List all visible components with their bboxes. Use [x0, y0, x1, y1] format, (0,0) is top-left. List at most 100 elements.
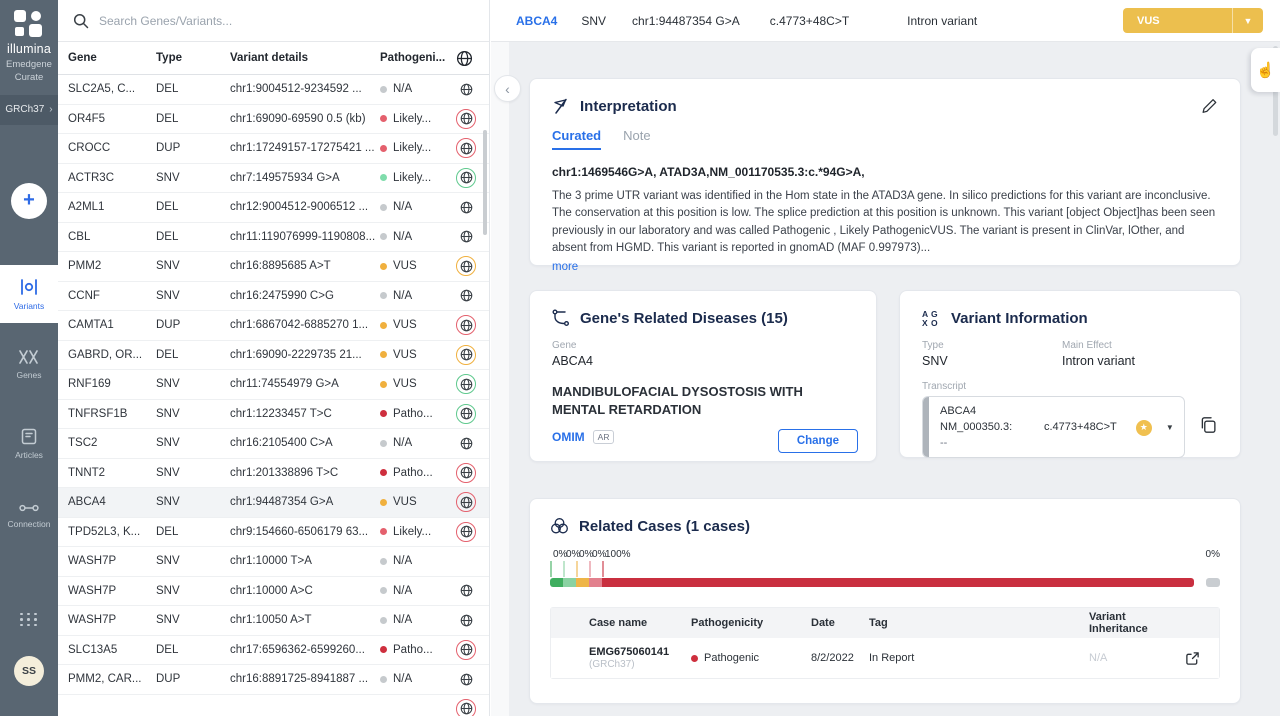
case-row[interactable]: EMG675060141 (GRCh37) Pathogenic 8/2/202…: [551, 638, 1219, 678]
col-gene[interactable]: Gene: [68, 52, 97, 64]
table-row[interactable]: CCNF SNV chr16:2475990 C>G N/A: [58, 282, 489, 311]
cases-table: Case name Pathogenicity Date Tag Variant…: [550, 607, 1220, 679]
gene-cell: RNF169: [68, 378, 111, 391]
table-row[interactable]: PMM2, CAR... DUP chr16:8891725-8941887 .…: [58, 665, 489, 695]
globe-icon[interactable]: [456, 374, 476, 395]
table-row[interactable]: SLC13A5 DEL chr17:6596362-6599260... Pat…: [58, 636, 489, 665]
interpretation-title: Interpretation: [580, 97, 677, 115]
globe-icon[interactable]: [456, 315, 476, 336]
table-row[interactable]: CBL DEL chr11:119076999-1190808... N/A: [58, 223, 489, 252]
table-row[interactable]: TSC2 SNV chr16:2105400 C>A N/A: [58, 429, 489, 459]
table-row[interactable]: ACTR3C SNV chr7:149575934 G>A Likely...: [58, 164, 489, 193]
type-cell: DEL: [156, 201, 179, 214]
gene-value: ABCA4: [552, 354, 593, 368]
search-input[interactable]: [99, 13, 399, 28]
transcript-change: c.4773+48C>T: [1044, 420, 1117, 433]
globe-icon[interactable]: [456, 167, 476, 188]
variant-details-cell: chr16:2105400 C>A: [230, 437, 333, 450]
table-row[interactable]: RNF169 SNV chr11:74554979 G>A VUS: [58, 370, 489, 400]
chevron-down-icon[interactable]: ▼: [1165, 423, 1174, 433]
edit-pencil-icon[interactable]: [1200, 97, 1218, 115]
table-row[interactable]: [58, 695, 489, 716]
col-pathogenicity[interactable]: Pathogeni...: [380, 52, 446, 64]
gene-cell: GABRD, OR...: [68, 348, 143, 361]
more-link[interactable]: more: [552, 261, 579, 273]
pathogenicity-cell: Likely...: [380, 142, 456, 154]
globe-icon[interactable]: [456, 581, 476, 601]
sidebar-item-connection[interactable]: Connection: [0, 492, 58, 539]
gene-cell: SLC2A5, C...: [68, 83, 136, 96]
table-row[interactable]: WASH7P SNV chr1:10000 T>A N/A: [58, 547, 489, 577]
variants-scrollbar[interactable]: [483, 130, 487, 235]
type-cell: SNV: [156, 466, 180, 479]
globe-icon[interactable]: [456, 138, 476, 159]
globe-icon[interactable]: [456, 433, 476, 453]
table-row[interactable]: ABCA4 SNV chr1:94487354 G>A VUS: [58, 488, 489, 518]
main-effect-value: Intron variant: [1062, 354, 1135, 368]
tab-curated[interactable]: Curated: [552, 128, 602, 150]
related-diseases-card: Gene's Related Diseases (15) Gene ABCA4 …: [529, 290, 877, 462]
add-button[interactable]: +: [11, 182, 47, 219]
table-row[interactable]: CAMTA1 DUP chr1:6867042-6885270 1... VUS: [58, 311, 489, 341]
pathogenicity-cell: N/A: [380, 555, 456, 567]
table-row[interactable]: A2ML1 DEL chr12:9004512-9006512 ... N/A: [58, 193, 489, 223]
collapse-panel-button[interactable]: ‹: [494, 75, 521, 102]
type-cell: SNV: [156, 584, 180, 597]
table-row[interactable]: TNFRSF1B SNV chr1:12233457 T>C Patho...: [58, 400, 489, 429]
external-link-icon[interactable]: [1185, 651, 1200, 666]
bar-rest-label: 0%: [1205, 549, 1220, 560]
globe-icon[interactable]: [456, 462, 476, 483]
variant-details-cell: chr11:119076999-1190808...: [230, 230, 376, 243]
copy-icon[interactable]: [1199, 415, 1218, 435]
tab-note[interactable]: Note: [623, 128, 651, 143]
gene-cell: CCNF: [68, 289, 100, 302]
table-row[interactable]: SLC2A5, C... DEL chr1:9004512-9234592 ..…: [58, 75, 489, 105]
col-type[interactable]: Type: [156, 52, 182, 64]
apps-grid-icon[interactable]: [20, 612, 38, 627]
genome-build-selector[interactable]: GRCh37 ›: [0, 94, 58, 125]
pathogenicity-cell: N/A: [380, 83, 456, 95]
globe-icon[interactable]: [456, 492, 476, 513]
avatar[interactable]: SS: [14, 656, 44, 687]
sidebar-item-genes[interactable]: Genes: [0, 339, 58, 390]
globe-icon[interactable]: [456, 698, 476, 716]
globe-icon[interactable]: [456, 197, 476, 217]
globe-icon[interactable]: [456, 669, 476, 689]
table-row[interactable]: WASH7P SNV chr1:10050 A>T N/A: [58, 606, 489, 636]
pathogenicity-dot: [380, 587, 387, 595]
table-row[interactable]: WASH7P SNV chr1:10000 A>C N/A: [58, 577, 489, 606]
sidebar-item-articles[interactable]: Articles: [0, 418, 58, 470]
col-details[interactable]: Variant details: [230, 52, 308, 64]
table-row[interactable]: CROCC DUP chr1:17249157-17275421 ... Lik…: [58, 134, 489, 164]
sidebar: illumina Emedgene Curate GRCh37 › + Vari…: [0, 0, 58, 716]
globe-icon[interactable]: [456, 610, 476, 630]
globe-icon[interactable]: [456, 256, 476, 277]
pathogenicity-cell: N/A: [380, 231, 456, 243]
globe-icon[interactable]: [456, 286, 476, 306]
classification-dropdown[interactable]: VUS ▼: [1123, 8, 1263, 33]
type-cell: SNV: [156, 496, 180, 509]
globe-icon[interactable]: [456, 639, 476, 660]
globe-icon[interactable]: [456, 108, 476, 129]
globe-icon[interactable]: [456, 521, 476, 542]
breadcrumb-gene[interactable]: ABCA4: [516, 13, 558, 28]
table-row[interactable]: TPD52L3, K... DEL chr9:154660-6506179 63…: [58, 518, 489, 547]
pathogenicity-distribution-bar: 0% 0% 0% 0% 0% 100%: [550, 549, 1220, 591]
globe-icon[interactable]: [456, 403, 476, 424]
table-row[interactable]: GABRD, OR... DEL chr1:69090-2229735 21..…: [58, 341, 489, 370]
globe-icon[interactable]: [456, 227, 476, 247]
change-button[interactable]: Change: [777, 429, 858, 453]
transcript-selector[interactable]: ABCA4 NM_000350.3: c.4773+48C>T ★ ▼ --: [922, 396, 1185, 458]
sidebar-item-variants[interactable]: Variants: [0, 264, 58, 323]
variants-table-header: Gene Type Variant details Pathogeni...: [58, 42, 489, 75]
related-cases-title: Related Cases (1 cases): [579, 517, 750, 535]
globe-icon[interactable]: [456, 344, 476, 365]
table-row[interactable]: PMM2 SNV chr16:8895685 A>T VUS: [58, 252, 489, 282]
type-cell: SNV: [156, 407, 180, 420]
table-row[interactable]: OR4F5 DEL chr1:69090-69590 0.5 (kb) Like…: [58, 105, 489, 134]
quick-action-flap[interactable]: ☝: [1251, 48, 1280, 92]
table-row[interactable]: TNNT2 SNV chr1:201338896 T>C Patho...: [58, 459, 489, 488]
globe-icon[interactable]: [456, 79, 476, 99]
omim-link[interactable]: OMIM: [552, 430, 585, 445]
col-globe-icon[interactable]: [456, 50, 489, 67]
